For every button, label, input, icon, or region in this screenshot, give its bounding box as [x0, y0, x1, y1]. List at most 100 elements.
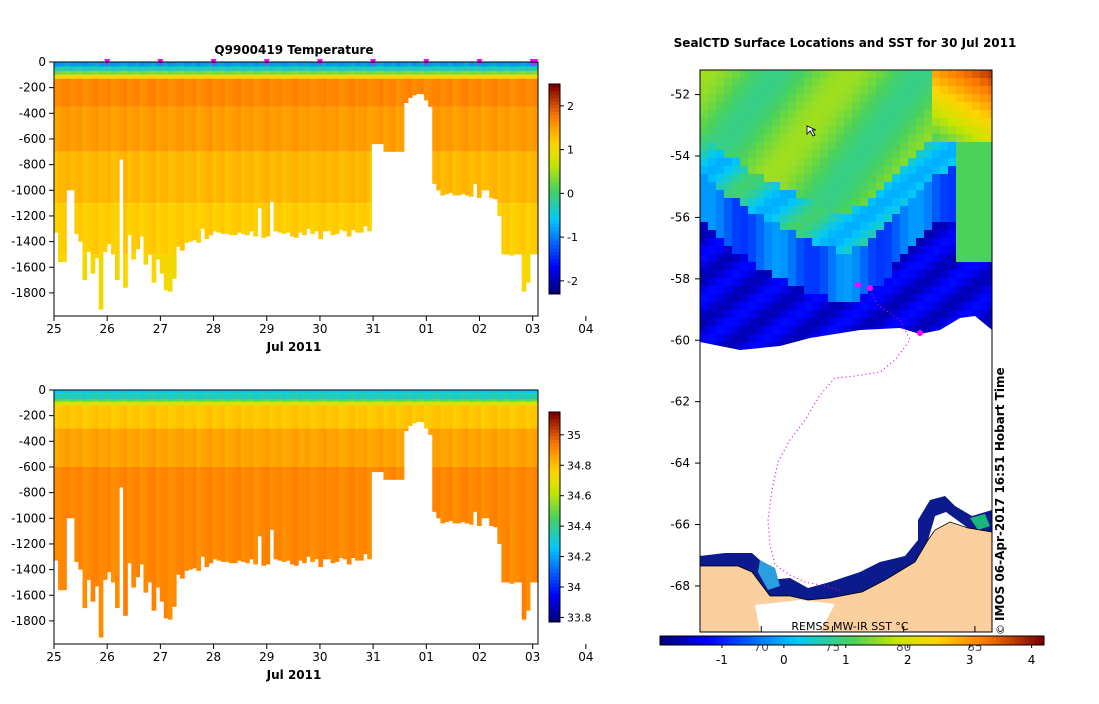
sst-cell [700, 78, 709, 87]
sst-cell [708, 70, 717, 79]
sst-cell [852, 254, 861, 263]
sst-cell [804, 182, 813, 191]
profile-cell [232, 398, 238, 402]
profile-cell [212, 106, 218, 152]
sst-cell [932, 318, 941, 327]
profile-cell [529, 66, 535, 71]
sst-cell [780, 278, 789, 287]
sst-cell [820, 150, 829, 159]
profile-cell [505, 66, 511, 71]
profile-cell [440, 78, 446, 107]
profile-cell [167, 62, 173, 67]
sst-cell [988, 110, 992, 119]
sst-cell [764, 302, 773, 311]
profile-cell [176, 390, 181, 394]
x-tick-label: 26 [100, 650, 115, 664]
profile-cell [521, 254, 527, 292]
profile-cell [58, 405, 63, 429]
sst-cell [940, 190, 949, 199]
profile-cell [342, 74, 348, 79]
profile-cell [513, 106, 519, 152]
profile-cell [509, 203, 515, 255]
profile-cell [127, 66, 132, 71]
sst-colorbar-segment [746, 636, 752, 645]
sst-cell [852, 214, 861, 223]
profile-cell [460, 74, 466, 79]
profile-cell [436, 428, 441, 467]
profile-cell [237, 393, 242, 399]
sst-cell [796, 150, 805, 159]
profile-cell [74, 393, 80, 399]
profile-cell [314, 390, 319, 394]
profile-cell [253, 466, 258, 565]
profile-cell [472, 70, 478, 75]
sst-cell [884, 134, 893, 143]
profile-cell [204, 401, 210, 406]
sst-cell [892, 134, 901, 143]
profile-cell [293, 203, 299, 238]
colorbar-segment [549, 492, 560, 497]
profile-cell [135, 78, 141, 107]
colorbar-segment [549, 245, 560, 249]
profile-cell [220, 66, 226, 71]
sst-cell [804, 118, 813, 127]
profile-cell [338, 151, 344, 204]
sst-cell [900, 286, 909, 295]
sst-cell [972, 206, 981, 215]
profile-cell [155, 106, 161, 152]
profile-cell [363, 70, 368, 75]
profile-column [62, 62, 67, 263]
colorbar-segment [549, 206, 560, 211]
profile-cell [54, 151, 59, 204]
colorbar-segment [549, 510, 560, 514]
profile-cell [533, 70, 538, 75]
profile-cell [98, 254, 104, 310]
colorbar-segment [549, 108, 560, 113]
sst-cell [932, 214, 941, 223]
profile-cell [440, 151, 446, 196]
sst-cell [980, 310, 989, 319]
sst-cell [764, 174, 773, 183]
profile-cell [159, 70, 165, 75]
profile-cell [102, 74, 108, 79]
sst-cell [740, 70, 749, 79]
profile-cell [289, 66, 295, 71]
sst-cell [748, 302, 757, 311]
sst-cell [724, 70, 733, 79]
profile-cell [135, 62, 141, 67]
profile-cell [102, 62, 108, 67]
profile-cell [58, 390, 63, 394]
profile-cell [106, 466, 112, 573]
sst-colorbar-segment [928, 636, 935, 645]
sst-cell [820, 118, 829, 127]
profile-cell [322, 203, 328, 232]
profile-cell [460, 393, 466, 399]
sst-cell [716, 102, 725, 111]
sst-cell [884, 230, 893, 239]
profile-cell [298, 401, 303, 406]
profile-cell [420, 70, 425, 75]
sst-cell [980, 206, 989, 215]
profile-column [265, 62, 271, 237]
profile-cell [403, 393, 409, 399]
sst-cell [700, 126, 709, 135]
profile-cell [529, 106, 535, 152]
profile-column [241, 390, 246, 562]
profile-cell [342, 151, 348, 204]
profile-column [82, 62, 88, 281]
profile-cell [232, 466, 238, 564]
sst-cell [948, 310, 957, 319]
colorbar-segment [549, 513, 560, 518]
sst-cell [956, 102, 965, 111]
profile-cell [139, 393, 145, 399]
profile-cell [444, 74, 450, 79]
colorbar-segment [549, 283, 560, 288]
profile-cell [245, 74, 250, 79]
profile-cell [281, 401, 287, 406]
profile-cell [224, 401, 230, 406]
temperature-x-axis: 25 26 27 28 29 30 31 01 02 03 04 [46, 316, 594, 336]
sst-cell [876, 310, 885, 319]
profile-cell [363, 74, 368, 79]
sst-cell [764, 206, 773, 215]
profile-cell [224, 151, 230, 204]
